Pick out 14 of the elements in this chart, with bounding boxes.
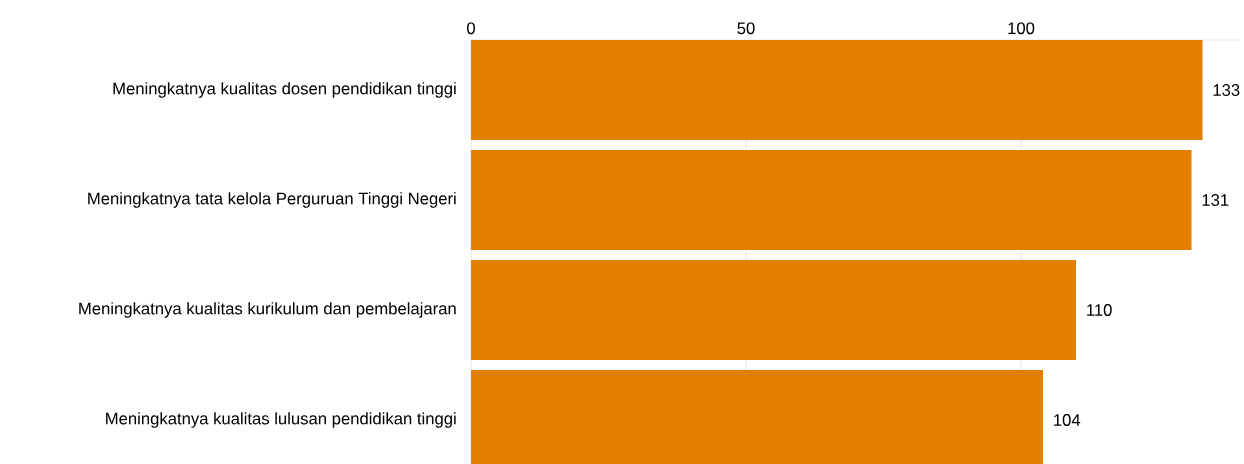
bar [471, 150, 1192, 250]
y-tick-label: Meningkatnya tata kelola Perguruan Tinggi Negeri [88, 192, 456, 208]
bar [471, 40, 1203, 140]
bar [471, 260, 1077, 360]
x-tick-label: 50 [737, 22, 755, 35]
data-label: 104 [1054, 414, 1081, 426]
data-label: 110 [1087, 304, 1112, 316]
x-tick-label: 100 [1008, 22, 1035, 35]
y-tick-label: Meningkatnya kualitas dosen pendidikan tinggi [113, 82, 456, 98]
data-label: 131 [1202, 194, 1229, 206]
data-label: 133 [1213, 84, 1240, 96]
x-tick-label: 0 [467, 22, 475, 35]
y-tick-label: Meningkatnya kualitas kurikulum dan pembelajaran [79, 302, 456, 318]
y-tick-label: Meningkatnya kualitas lulusan pendidikan tinggi [106, 412, 456, 428]
